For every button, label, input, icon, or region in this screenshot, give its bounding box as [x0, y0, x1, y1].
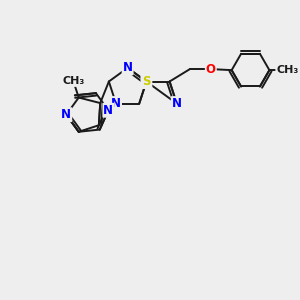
Text: CH₃: CH₃ — [62, 76, 84, 86]
Text: N: N — [141, 75, 152, 88]
Text: N: N — [61, 108, 71, 121]
Text: O: O — [206, 63, 216, 76]
Text: N: N — [172, 97, 182, 110]
Text: S: S — [142, 75, 151, 88]
Text: N: N — [111, 97, 121, 110]
Text: CH₃: CH₃ — [276, 65, 298, 75]
Text: N: N — [103, 104, 113, 117]
Text: N: N — [123, 61, 133, 74]
